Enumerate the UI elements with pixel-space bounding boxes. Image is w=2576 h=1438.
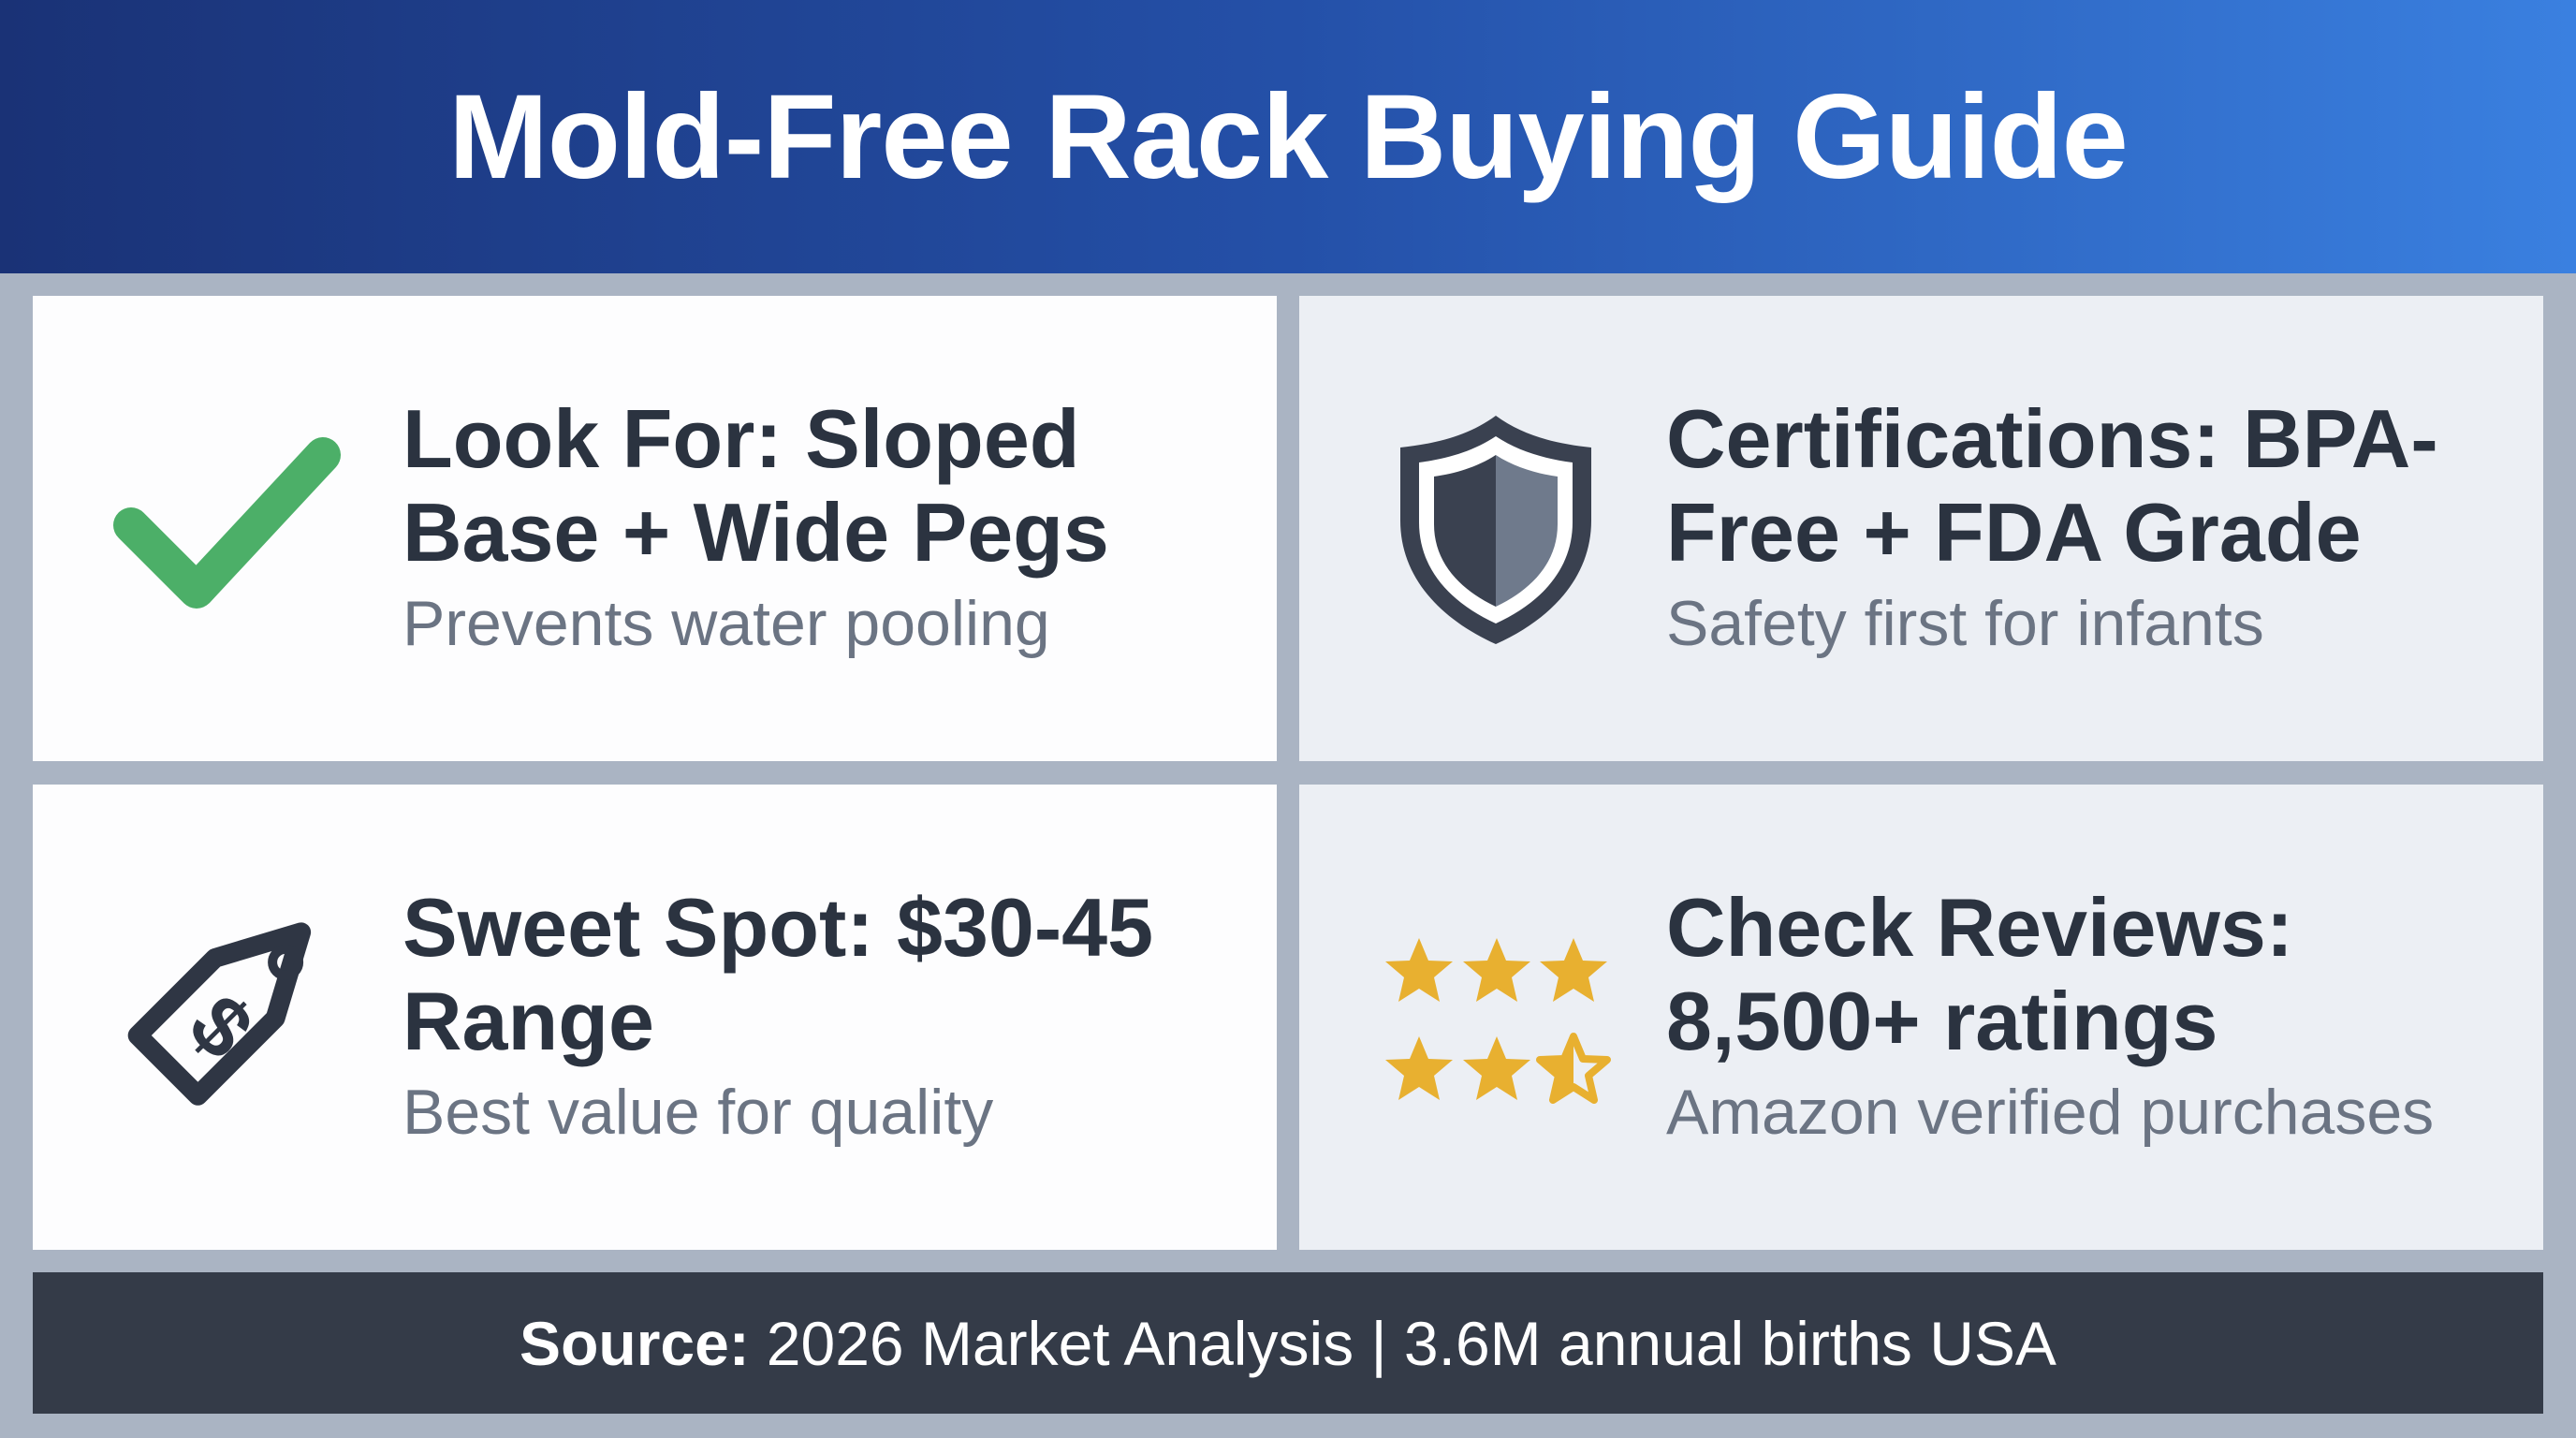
- card-look-for: Look For: Sloped Base + Wide Pegs Preven…: [33, 296, 1277, 761]
- source-label: Source:: [520, 1308, 750, 1378]
- header-banner: Mold-Free Rack Buying Guide: [0, 0, 2576, 273]
- card-sweet-spot: $ Sweet Spot: $30-45 Range Best value fo…: [33, 785, 1277, 1250]
- card-heading: Check Reviews: 8,500+ ratings: [1666, 880, 2294, 1067]
- card-certifications: Certifications: BPA-Free + FDA Grade Saf…: [1299, 296, 2543, 761]
- card-subtitle: Best value for quality: [402, 1076, 994, 1148]
- star-icon: [1540, 938, 1607, 1002]
- star-icon: [1385, 1036, 1453, 1100]
- checkmark-icon: [112, 436, 346, 624]
- card-heading: Certifications: BPA-Free + FDA Grade: [1666, 391, 2438, 579]
- page-title: Mold-Free Rack Buying Guide: [448, 69, 2129, 204]
- card-check-reviews: Check Reviews: 8,500+ ratings Amazon ver…: [1299, 785, 2543, 1250]
- source-footer: Source: 2026 Market Analysis | 3.6M annu…: [33, 1272, 2543, 1414]
- star-icon: [1385, 938, 1453, 1002]
- star-icon: [1463, 938, 1530, 1002]
- card-subtitle: Prevents water pooling: [402, 587, 1050, 659]
- shield-icon: [1393, 408, 1599, 652]
- source-text: 2026 Market Analysis | 3.6M annual birth…: [766, 1308, 2056, 1378]
- price-tag-dollar-icon: $: [108, 897, 351, 1140]
- card-heading: Look For: Sloped Base + Wide Pegs: [402, 391, 1109, 579]
- half-star-icon: [1540, 1036, 1607, 1100]
- star-rating-icon: [1379, 925, 1613, 1112]
- star-icon: [1463, 1036, 1530, 1100]
- card-subtitle: Amazon verified purchases: [1666, 1076, 2435, 1148]
- card-heading: Sweet Spot: $30-45 Range: [402, 880, 1154, 1067]
- card-subtitle: Safety first for infants: [1666, 587, 2264, 659]
